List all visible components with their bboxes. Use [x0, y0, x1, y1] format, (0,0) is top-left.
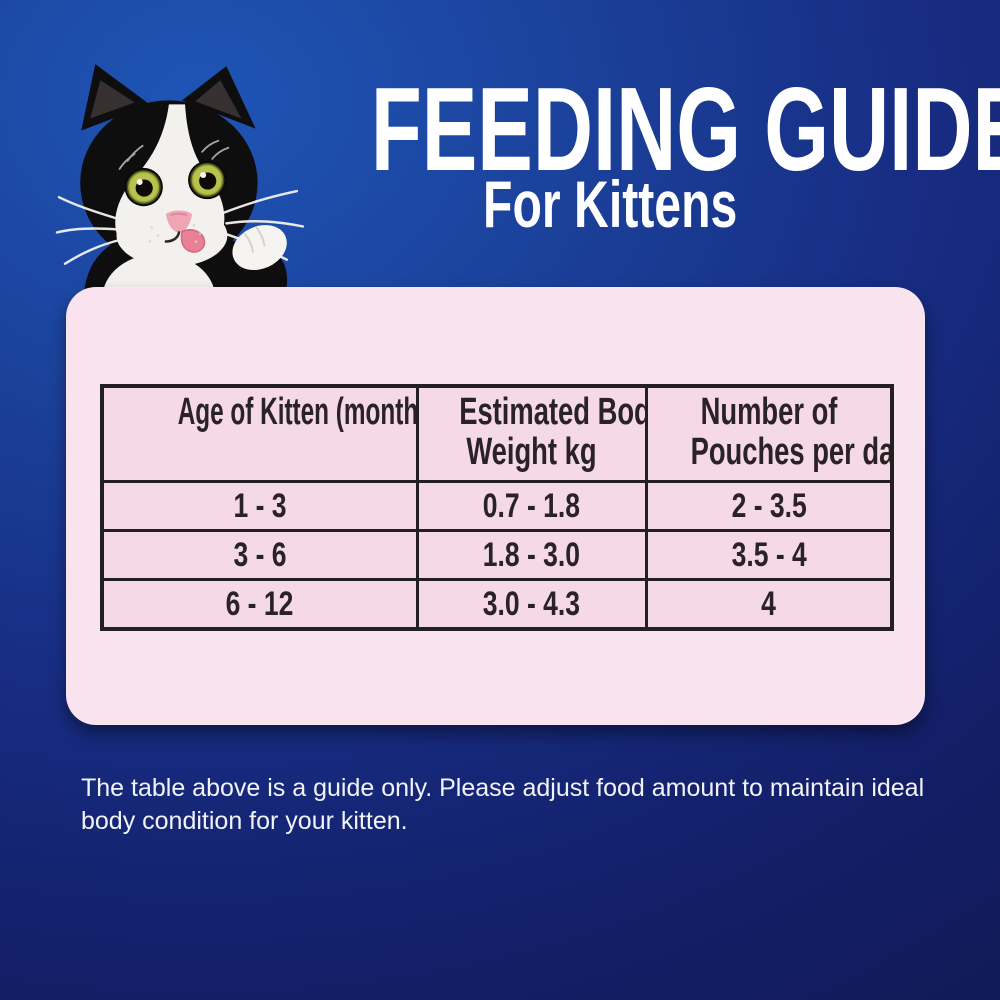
- cell-pouches: 3.5 - 4: [644, 529, 894, 581]
- header-cell-pouches: Number of Pouches per day: [644, 384, 894, 483]
- page-subtitle: For Kittens: [230, 171, 990, 237]
- kitten-illustration: [55, 64, 305, 302]
- feeding-table: Age of Kitten (months) Estimated Body We…: [100, 384, 894, 631]
- header-weight-line2: Weight kg: [466, 431, 597, 473]
- cell-pouches: 2 - 3.5: [644, 480, 894, 532]
- header-pouches-line2: Pouches per day: [690, 431, 892, 473]
- header-pouches-line1: Number of: [700, 391, 838, 433]
- cat-paw: [232, 225, 287, 271]
- header-cell-age: Age of Kitten (months): [100, 384, 419, 483]
- page-subtitle-text: For Kittens: [482, 167, 738, 241]
- cell-age: 1 - 3: [100, 480, 419, 532]
- cat-eyes: [124, 160, 227, 207]
- cell-age: 6 - 12: [100, 578, 419, 631]
- table-header-row: Age of Kitten (months) Estimated Body We…: [100, 384, 894, 483]
- header-age-line1: Age of Kitten (months): [177, 391, 417, 433]
- cell-weight: 0.7 - 1.8: [415, 480, 648, 532]
- cell-weight: 1.8 - 3.0: [415, 529, 648, 581]
- page-title: FEEDING GUIDE: [230, 70, 1000, 189]
- cat-tongue: [180, 229, 206, 253]
- disclaimer-text: The table above is a guide only. Please …: [81, 774, 925, 835]
- header-cell-weight: Estimated Body Weight kg: [415, 384, 648, 483]
- cat-nose: [165, 210, 193, 233]
- cat-whiskers: [55, 189, 305, 265]
- guide-panel: Age of Kitten (months) Estimated Body We…: [66, 287, 925, 725]
- table-row: 6 - 12 3.0 - 4.3 4: [100, 578, 894, 631]
- cell-age: 3 - 6: [100, 529, 419, 581]
- header-weight-line1: Estimated Body: [458, 391, 646, 433]
- cell-pouches: 4: [644, 578, 894, 631]
- table-row: 3 - 6 1.8 - 3.0 3.5 - 4: [100, 529, 894, 581]
- page-title-text: FEEDING GUIDE: [370, 63, 1000, 196]
- cell-weight: 3.0 - 4.3: [415, 578, 648, 631]
- table-row: 1 - 3 0.7 - 1.8 2 - 3.5: [100, 480, 894, 532]
